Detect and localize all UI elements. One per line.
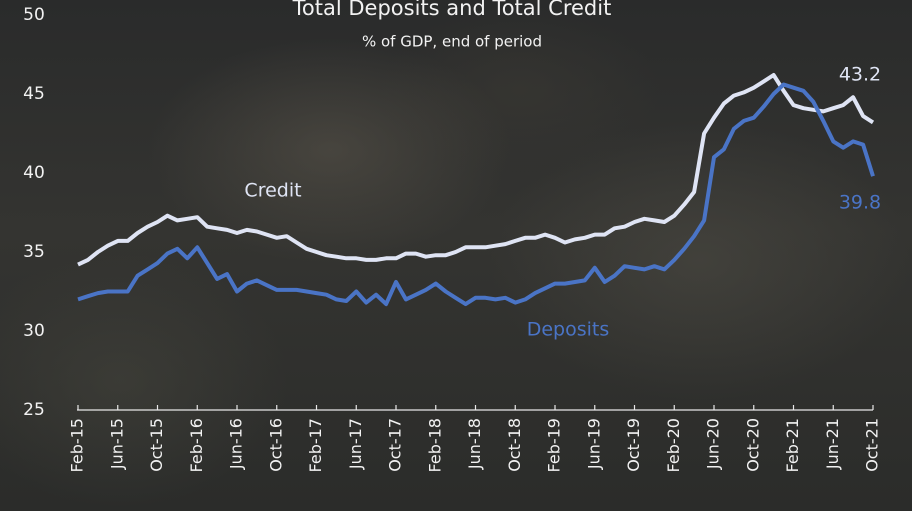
x-tick-label: Feb-17 [306,418,325,472]
x-tick-label: Oct-16 [266,418,285,472]
annotation: Credit [244,180,301,202]
y-tick-label: 30 [23,321,45,341]
x-tick-label: Jun-16 [227,418,246,470]
x-tick-label: Oct-19 [624,418,643,472]
x-tick-label: Feb-18 [425,418,444,472]
series-line [77,73,875,267]
x-tick-label: Feb-21 [783,418,802,472]
y-tick-label: 40 [23,163,45,183]
x-tick-label: Feb-19 [545,418,564,472]
x-tick-label: Oct-20 [743,418,762,472]
x-tick-label: Oct-15 [147,418,166,472]
y-tick-label: 25 [23,400,45,420]
series-line [77,82,875,307]
x-tick-label: Jun-19 [584,418,603,470]
x-tick-label: Jun-17 [346,418,365,470]
annotation: Deposits [527,319,610,341]
y-tick-label: 35 [23,242,45,262]
y-tick-label: 50 [23,5,45,25]
chart-title: Total Deposits and Total Credit [292,0,612,20]
chart-subtitle: % of GDP, end of period [362,33,542,51]
x-tick-label: Feb-15 [68,418,87,472]
x-tick-label: Feb-16 [187,418,206,472]
x-tick-label: Jun-15 [107,418,126,470]
x-tick-label: Feb-20 [664,418,683,472]
x-tick-label: Oct-21 [863,418,882,472]
x-tick-label: Jun-20 [704,418,723,470]
x-tick-label: Oct-18 [505,418,524,472]
annotation: 43.2 [839,64,881,86]
x-tick-label: Jun-21 [823,418,842,470]
annotation: 39.8 [839,192,881,214]
x-tick-label: Oct-17 [386,418,405,472]
y-tick-label: 45 [23,84,45,104]
x-tick-label: Jun-18 [465,418,484,470]
